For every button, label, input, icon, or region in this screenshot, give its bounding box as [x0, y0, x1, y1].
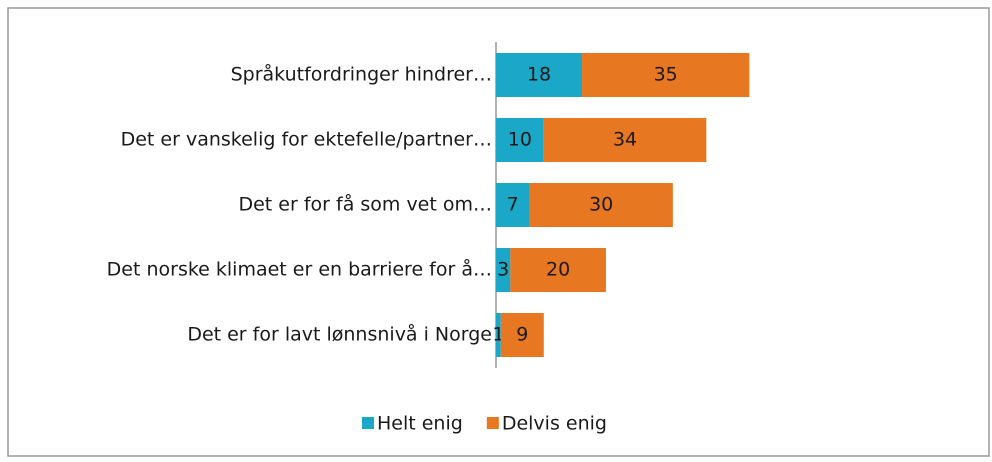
data-label: 35: [654, 64, 678, 86]
data-label: 30: [589, 194, 613, 216]
bar: [543, 118, 707, 162]
data-label: 9: [516, 324, 528, 346]
bar: [496, 118, 544, 162]
data-label: 34: [613, 129, 637, 151]
data-label: 10: [508, 129, 532, 151]
y-tick-label: Språkutfordringer hindrer…: [231, 63, 492, 86]
bar: [529, 183, 673, 227]
legend-swatch: [362, 417, 374, 429]
data-label: 7: [507, 194, 519, 216]
y-tick-label: Det er for lavt lønnsnivå i Norge: [187, 323, 492, 346]
bar: [496, 53, 583, 97]
data-label: 3: [497, 259, 509, 281]
bar: [510, 248, 606, 292]
y-tick-label: Det norske klimaet er en barriere for å…: [107, 258, 492, 281]
legend-swatch: [486, 417, 499, 429]
bar: [496, 313, 501, 357]
data-label: 18: [527, 64, 551, 86]
data-label: 20: [546, 259, 570, 281]
bar: [496, 248, 511, 292]
y-tick-label: Det er vanskelig for ektefelle/partner…: [121, 129, 492, 151]
legend-label: Delvis enig: [502, 413, 607, 435]
legend-label: Helt enig: [377, 413, 463, 435]
bar: [496, 183, 530, 227]
bar: [582, 53, 750, 97]
bar: [500, 313, 544, 357]
y-tick-label: Det er for få som vet om…: [238, 193, 492, 216]
